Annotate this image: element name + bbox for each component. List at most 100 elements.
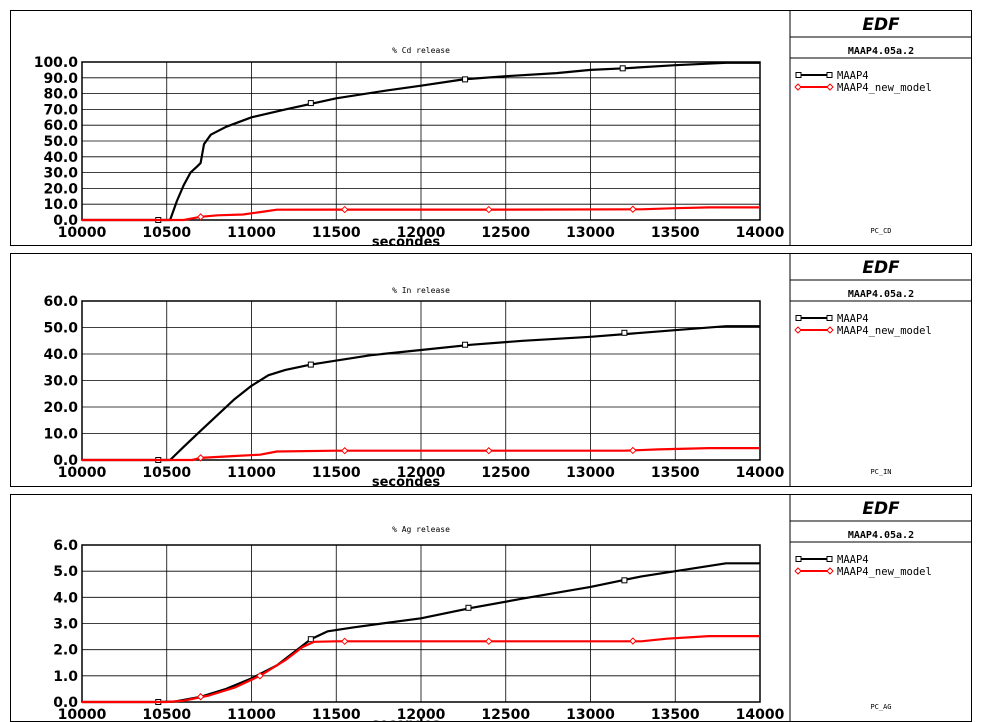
legend-marker <box>826 315 833 321</box>
x-tick-label: 10500 <box>142 707 191 722</box>
y-tick-label: 100.0 <box>34 55 79 71</box>
y-tick-label: 20.0 <box>43 400 78 416</box>
series-marker <box>196 213 205 221</box>
x-tick-label: 12000 <box>397 707 446 722</box>
y-tick-label: 10.0 <box>43 427 78 443</box>
brand-label: EDF <box>862 258 900 278</box>
x-tick-label: 11500 <box>312 465 361 481</box>
series-marker <box>307 100 314 107</box>
x-axis-title: secondes <box>372 235 441 246</box>
x-tick-label: 10500 <box>142 465 191 481</box>
cd-release-panel: EDF MAAP4.05a.2 PC_CD % Cd release 10000 1050… <box>10 10 972 246</box>
series-marker <box>485 637 493 646</box>
x-tick-label: 13500 <box>651 707 700 722</box>
x-tick-label: 13500 <box>651 225 700 241</box>
y-tick-label: 40.0 <box>43 347 78 363</box>
y-tick-label: 80.0 <box>43 87 78 103</box>
series-marker <box>619 65 626 72</box>
series-line-maap4 <box>82 61 760 222</box>
y-tick-label: 60.0 <box>43 118 78 134</box>
x-axis-title: secondes <box>372 717 441 722</box>
y-tick-label: 20.0 <box>43 181 78 197</box>
x-tick-label: 11000 <box>227 225 276 241</box>
in-release-panel: EDF MAAP4.05a.2 PC_IN % In release 10000 1050… <box>10 253 972 487</box>
panel-frame <box>10 494 972 722</box>
y-tick-label: 70.0 <box>43 102 78 118</box>
brand-label: EDF <box>862 499 900 519</box>
legend-marker <box>826 72 833 78</box>
y-tick-label: 90.0 <box>43 71 78 87</box>
legend-marker <box>826 83 834 91</box>
x-tick-label: 13000 <box>566 707 615 722</box>
series-marker <box>196 693 205 701</box>
ag-release-chart: EDF MAAP4.05a.2 PC_AG % Ag release 10000 1050… <box>10 494 972 722</box>
series-marker <box>621 329 628 336</box>
x-tick-label: 12500 <box>481 707 530 722</box>
chart-title: % Ag release <box>392 525 450 534</box>
x-tick-label: 13000 <box>566 465 615 481</box>
brand-label: EDF <box>862 15 900 35</box>
x-tick-label: 14000 <box>736 225 785 241</box>
y-tick-label: 2.0 <box>53 643 78 659</box>
series-marker <box>307 361 314 368</box>
in-release-chart: EDF MAAP4.05a.2 PC_IN % In release 10000 1050… <box>10 253 972 487</box>
series-marker <box>485 447 493 455</box>
legend-label: MAAP4 <box>837 313 869 325</box>
ag-release-panel: EDF MAAP4.05a.2 PC_AG % Ag release 10000 1050… <box>10 494 972 722</box>
chart-title: % Cd release <box>392 46 450 55</box>
series-line-maap4-new-model <box>82 635 760 704</box>
series-marker <box>341 447 349 455</box>
series-marker <box>196 454 205 462</box>
y-tick-label: 0.0 <box>53 213 78 229</box>
y-tick-label: 0.0 <box>53 453 78 469</box>
y-tick-label: 40.0 <box>43 150 78 166</box>
x-tick-label: 12500 <box>481 465 530 481</box>
x-tick-label: 13500 <box>651 465 700 481</box>
legend-marker <box>795 315 802 321</box>
y-tick-label: 30.0 <box>43 166 78 182</box>
x-tick-label: 10000 <box>58 225 107 241</box>
x-tick-label: 13000 <box>566 225 615 241</box>
series-marker <box>485 205 493 214</box>
variable-code: PC_IN <box>870 468 891 476</box>
y-tick-label: 1.0 <box>53 669 78 685</box>
version-label: MAAP4.05a.2 <box>848 289 914 300</box>
legend-marker <box>826 556 833 562</box>
legend-marker <box>826 326 834 334</box>
variable-code: PC_AG <box>870 703 891 711</box>
x-tick-label: 11500 <box>312 707 361 722</box>
y-tick-label: 4.0 <box>53 590 78 606</box>
x-tick-label: 10000 <box>58 465 107 481</box>
series-marker <box>462 341 469 348</box>
x-tick-label: 12500 <box>481 225 530 241</box>
x-axis-title: secondes <box>372 475 441 487</box>
series-marker <box>462 76 469 83</box>
x-tick-label: 10000 <box>58 707 107 722</box>
legend-marker <box>794 326 802 334</box>
x-tick-label: 14000 <box>736 707 785 722</box>
x-tick-label: 11000 <box>227 707 276 722</box>
version-label: MAAP4.05a.2 <box>848 530 914 541</box>
panel-frame <box>10 10 972 246</box>
y-tick-label: 50.0 <box>43 321 78 337</box>
chart-title: % In release <box>392 286 450 295</box>
series-marker <box>341 637 349 646</box>
y-tick-label: 5.0 <box>53 564 78 580</box>
x-tick-label: 12000 <box>397 465 446 481</box>
y-tick-label: 6.0 <box>53 538 78 554</box>
legend-label: MAAP4 <box>837 554 869 566</box>
version-label: MAAP4.05a.2 <box>848 46 914 57</box>
series-marker <box>629 446 637 455</box>
x-tick-label: 12000 <box>397 225 446 241</box>
legend-label: MAAP4_new_model <box>837 82 932 94</box>
cd-release-chart: EDF MAAP4.05a.2 PC_CD % Cd release 10000 1050… <box>10 10 972 246</box>
y-tick-label: 10.0 <box>43 197 78 213</box>
y-tick-label: 0.0 <box>53 695 78 711</box>
legend-marker <box>795 72 802 78</box>
series-marker <box>307 636 314 643</box>
legend-marker <box>826 567 834 575</box>
y-tick-label: 50.0 <box>43 134 78 150</box>
series-marker <box>629 205 637 213</box>
x-tick-label: 11000 <box>227 465 276 481</box>
variable-code: PC_CD <box>870 227 891 235</box>
